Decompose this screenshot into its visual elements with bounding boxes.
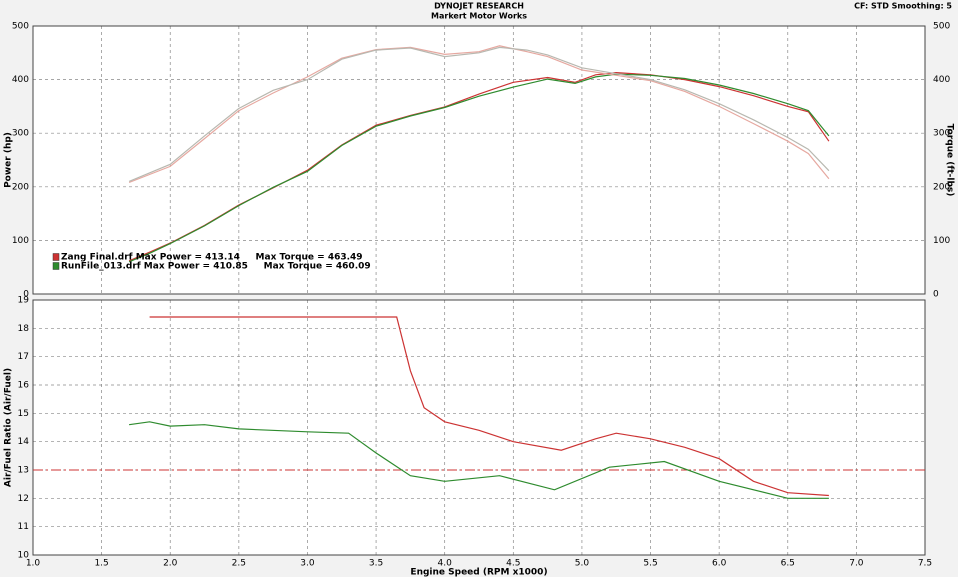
x-tick-label: 7.0 (849, 559, 864, 569)
y2-tick-label: 400 (933, 75, 950, 85)
y-tick-label: 11 (18, 522, 29, 532)
x-tick-label: 1.0 (26, 559, 41, 569)
data-line (128, 46, 830, 182)
plot-border (32, 25, 926, 295)
y-tick-label: 19 (18, 296, 30, 306)
x-tick-label: 5.0 (575, 559, 590, 569)
legend-entry: RunFile_013.drf Max Power = 410.85 Max T… (61, 262, 371, 272)
y-tick-label: 14 (18, 437, 30, 447)
x-tick-label: 3.0 (300, 559, 315, 569)
y-axis-label: Power (hp) (4, 132, 14, 188)
x-tick-label: 7.5 (918, 559, 932, 569)
y-tick-label: 300 (12, 129, 29, 139)
x-tick-label: 2.5 (232, 559, 246, 569)
plot-area (32, 25, 926, 295)
plot-border (32, 299, 926, 556)
plot-area (32, 299, 926, 556)
legend-entry: Zang Final.drf Max Power = 413.14 Max To… (61, 253, 363, 263)
y2-tick-label: 500 (933, 22, 950, 32)
x-tick-label: 6.0 (712, 559, 727, 569)
y-tick-label: 15 (18, 409, 29, 419)
y2-tick-label: 0 (933, 290, 939, 300)
y-tick-label: 200 (12, 182, 29, 192)
y-tick-label: 17 (18, 352, 29, 362)
settings-note: CF: STD Smoothing: 5 (854, 2, 952, 11)
y-tick-label: 400 (12, 75, 29, 85)
x-axis-label: Engine Speed (RPM x1000) (410, 568, 547, 577)
chart-subtitle: Markert Motor Works (431, 12, 527, 21)
y-tick-label: 18 (18, 324, 30, 334)
data-line (129, 421, 829, 499)
y-tick-label: 13 (18, 466, 29, 476)
x-tick-label: 5.5 (643, 559, 657, 569)
x-tick-label: 4.0 (438, 559, 453, 569)
chart-title: DYNOJET RESEARCH (434, 2, 524, 11)
x-tick-label: 6.5 (781, 559, 795, 569)
y-tick-label: 500 (12, 22, 29, 32)
x-tick-label: 2.0 (163, 559, 178, 569)
y-tick-label: 10 (18, 551, 30, 561)
x-tick-label: 3.5 (369, 559, 383, 569)
y-tick-label: 0 (23, 290, 29, 300)
y2-tick-label: 200 (933, 182, 950, 192)
legend-swatch (52, 262, 60, 270)
data-line (128, 73, 830, 263)
data-line (149, 316, 829, 497)
x-tick-label: 4.5 (506, 559, 520, 569)
y-tick-label: 100 (12, 236, 29, 246)
y2-axis-label: Torque (ft-lbs) (945, 124, 955, 197)
y-tick-label: 12 (18, 494, 29, 504)
y-axis-label: Air/Fuel Ratio (Air/Fuel) (4, 368, 14, 487)
legend-swatch (52, 253, 60, 261)
x-tick-label: 1.5 (94, 559, 108, 569)
data-line (128, 45, 830, 184)
y2-tick-label: 100 (933, 236, 950, 246)
y2-tick-label: 300 (933, 129, 950, 139)
y-tick-label: 16 (18, 381, 30, 391)
